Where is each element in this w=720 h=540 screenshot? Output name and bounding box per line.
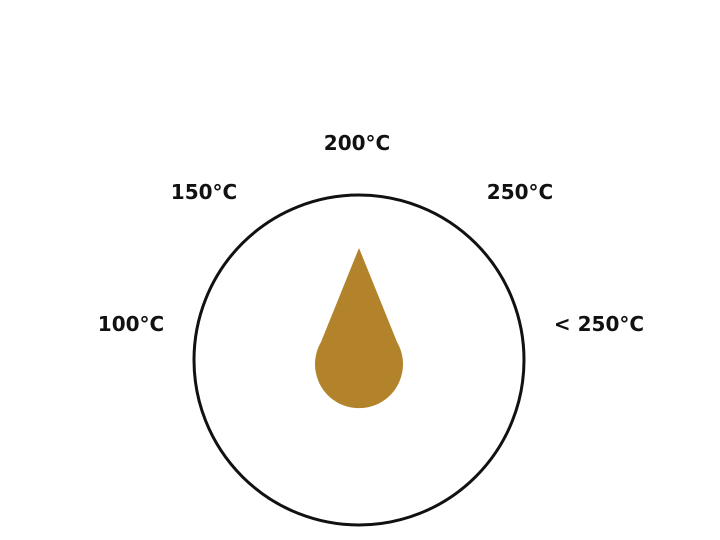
label-250c: 250°C <box>486 180 554 204</box>
label-150c: 150°C <box>170 180 238 204</box>
dial-ring <box>192 193 526 527</box>
label-100c: 100°C <box>97 312 165 336</box>
label-over-250c: < 250°C <box>553 312 645 336</box>
label-200c: 200°C <box>323 131 391 155</box>
oil-drop-icon <box>315 248 403 409</box>
